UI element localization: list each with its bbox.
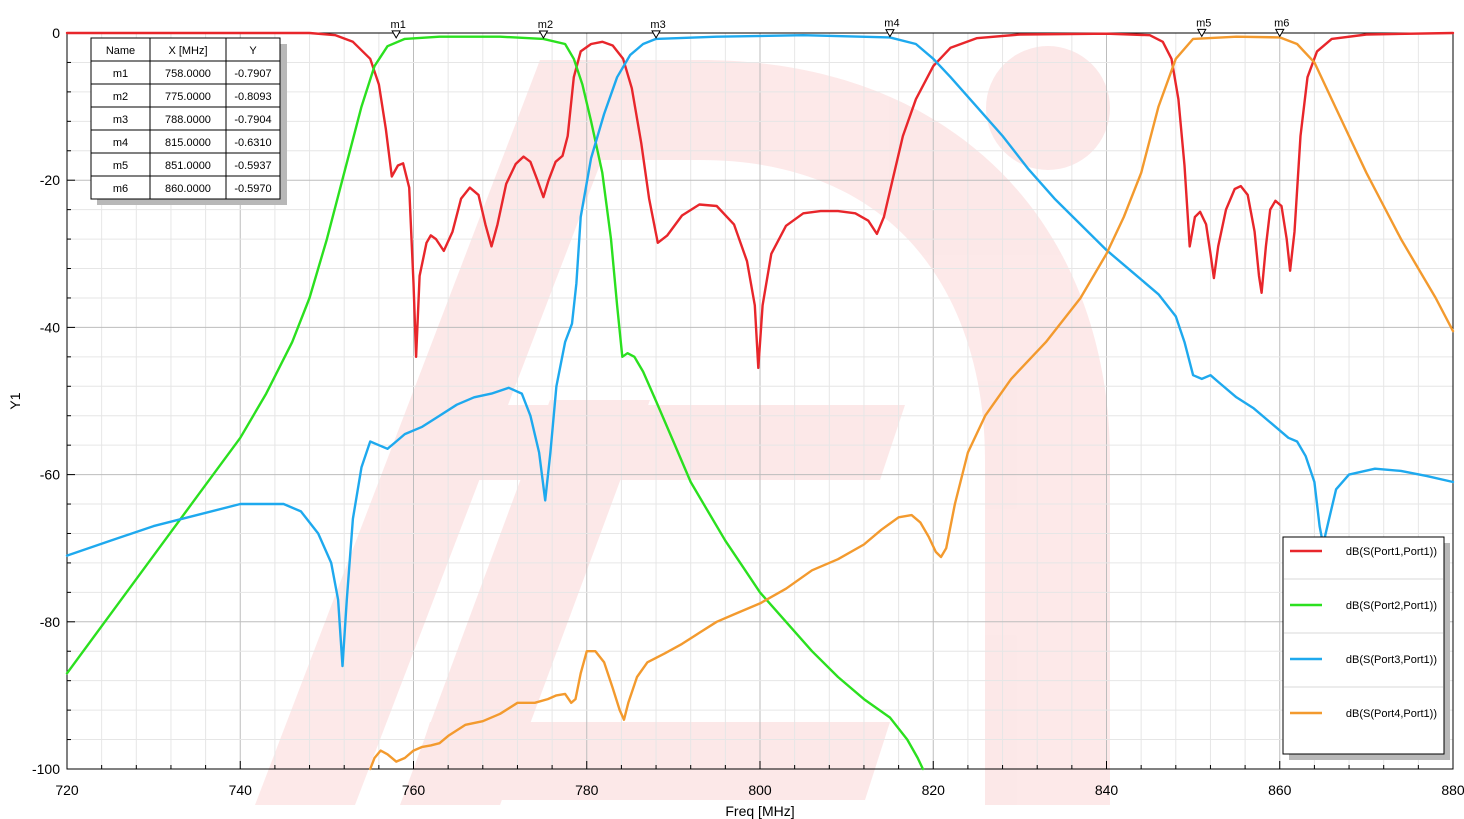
marker-label-m3: m3 xyxy=(650,19,665,31)
marker-label-m1: m1 xyxy=(391,19,406,31)
y-tick-label: -100 xyxy=(32,761,60,777)
x-tick-label: 880 xyxy=(1441,782,1464,798)
marker-m1 xyxy=(391,30,402,39)
series-line-4 xyxy=(369,35,1455,771)
table-cell: -0.5970 xyxy=(234,183,271,195)
marker-table: Name X [MHz] Ym1 758.0000 -0.7907 m2 775.0000 -… xyxy=(90,37,287,205)
marker-label-m6: m6 xyxy=(1274,17,1289,29)
table-cell: -0.8093 xyxy=(234,91,271,103)
marker-m4 xyxy=(885,29,895,38)
table-cell: m5 xyxy=(113,160,128,172)
x-tick-label: 860 xyxy=(1268,782,1292,798)
series-layer xyxy=(65,31,1455,771)
legend-label-2: dB(S(Port2,Port1)) xyxy=(1346,600,1437,612)
table-cell: 758.0000 xyxy=(165,68,211,80)
table-header-cell: X [MHz] xyxy=(168,45,207,57)
x-tick-label: 720 xyxy=(55,782,79,798)
table-cell: m1 xyxy=(113,68,128,80)
x-tick-labels: 720 740 760 780 800 820 840 860 880 xyxy=(55,782,1464,798)
series-line-2 xyxy=(65,35,925,771)
series-line-1 xyxy=(65,31,1455,370)
table-cell: 851.0000 xyxy=(165,160,211,172)
series-line-3 xyxy=(65,34,1455,668)
table-cell: -0.7904 xyxy=(234,114,271,126)
x-tick-label: 740 xyxy=(229,782,253,798)
x-tick-label: 840 xyxy=(1095,782,1119,798)
y-tick-label: -80 xyxy=(40,614,60,630)
y-tick-labels: 0 -20 -40 -60 -80 -100 xyxy=(32,25,60,777)
table-cell: -0.5937 xyxy=(234,160,271,172)
x-tick-label: 760 xyxy=(402,782,426,798)
table-cell: 775.0000 xyxy=(165,91,211,103)
marker-label-m4: m4 xyxy=(884,18,899,30)
y-tick-label: -60 xyxy=(40,467,60,483)
marker-label-m5: m5 xyxy=(1196,17,1211,29)
legend-label-4: dB(S(Port4,Port1)) xyxy=(1346,708,1437,720)
marker-m3 xyxy=(651,30,661,39)
y-axis-label: Y1 xyxy=(7,392,23,409)
table-cell: 788.0000 xyxy=(165,114,211,126)
table-header-cell: Name xyxy=(106,45,135,57)
y-tick-label: -20 xyxy=(40,172,60,188)
x-axis-label: Freq [MHz] xyxy=(725,803,794,819)
marker-m2 xyxy=(538,30,549,39)
marker-label-m2: m2 xyxy=(538,19,553,31)
markers-layer: m1 m2 m3 m4 m5 m6 xyxy=(391,17,1289,39)
table-cell: m2 xyxy=(113,91,128,103)
table-cell: m6 xyxy=(113,183,128,195)
y-tick-label: -40 xyxy=(40,319,60,335)
table-cell: m3 xyxy=(113,114,128,126)
x-tick-label: 780 xyxy=(575,782,599,798)
legend: dB(S(Port1,Port1)) dB(S(Port2,Port1)) dB(S… xyxy=(1282,536,1450,760)
y-tick-label: 0 xyxy=(52,25,60,41)
legend-label-1: dB(S(Port1,Port1)) xyxy=(1346,546,1437,558)
x-tick-label: 800 xyxy=(748,782,772,798)
table-cell: 815.0000 xyxy=(165,137,211,149)
table-cell: -0.7907 xyxy=(234,68,271,80)
table-cell: m4 xyxy=(113,137,128,149)
marker-m6 xyxy=(1274,28,1285,38)
table-cell: -0.6310 xyxy=(234,137,271,149)
x-tick-label: 820 xyxy=(922,782,946,798)
marker-m5 xyxy=(1196,28,1207,38)
table-cell: 860.0000 xyxy=(165,183,211,195)
legend-label-3: dB(S(Port3,Port1)) xyxy=(1346,654,1437,666)
table-header-cell: Y xyxy=(249,45,257,57)
